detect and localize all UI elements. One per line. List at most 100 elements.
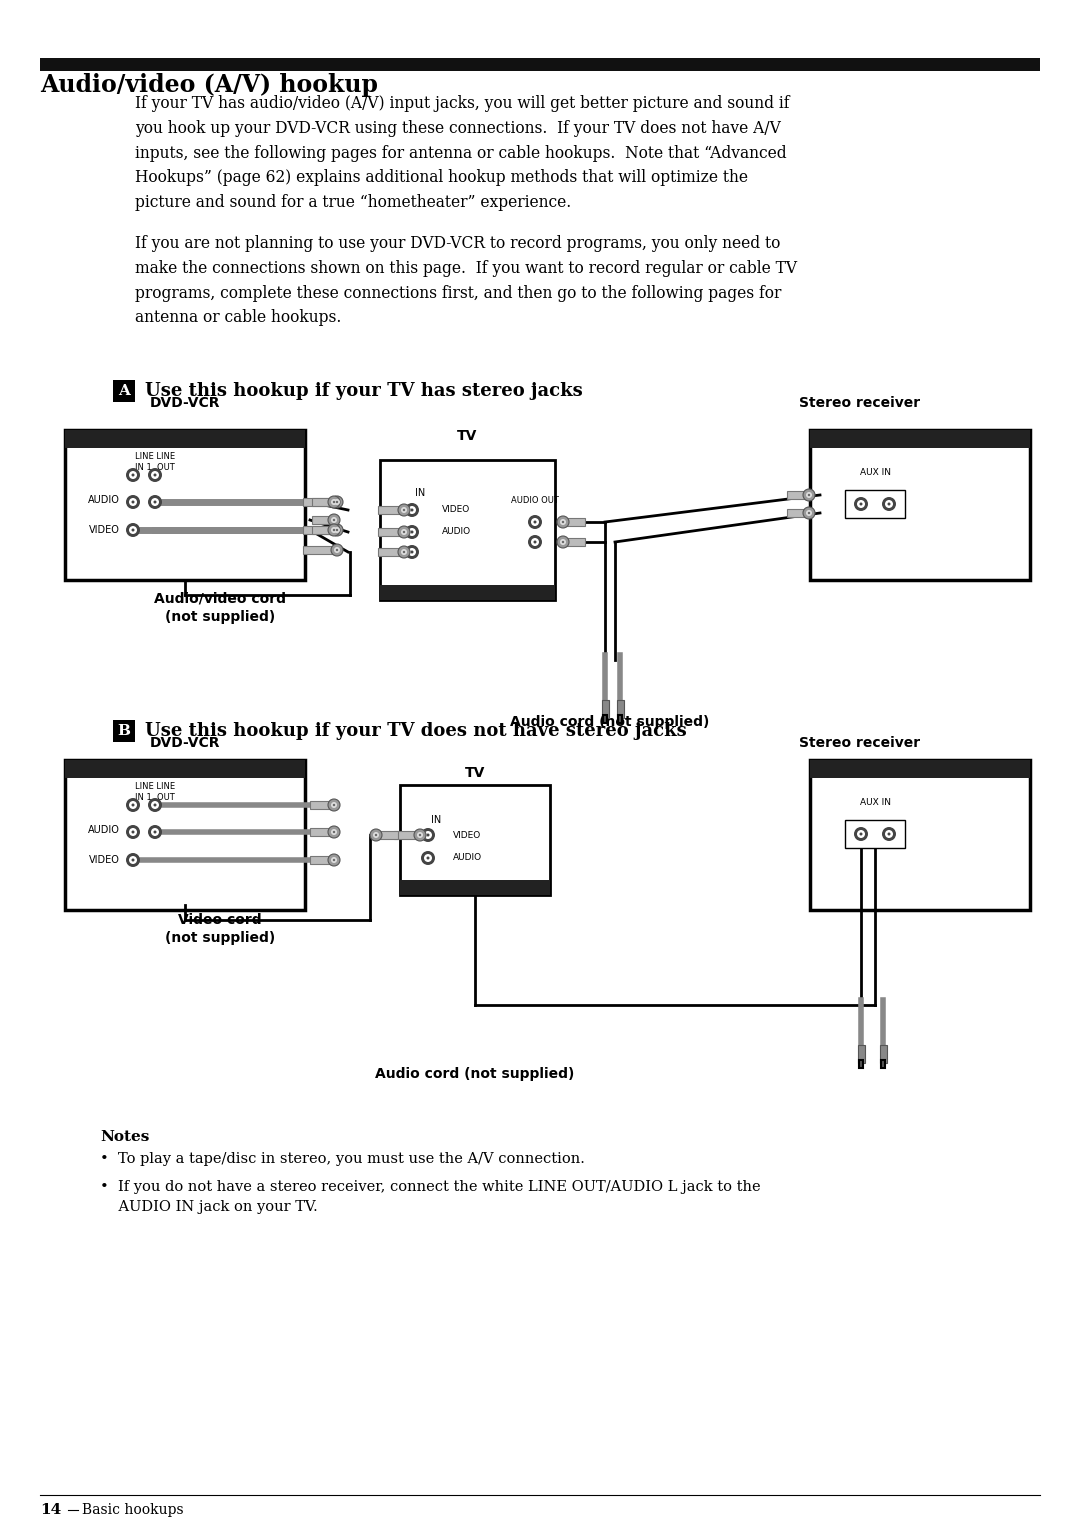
- Circle shape: [534, 520, 537, 523]
- Text: A: A: [118, 384, 130, 398]
- Bar: [113, 381, 135, 402]
- Bar: [65, 430, 305, 579]
- Circle shape: [330, 803, 337, 807]
- Circle shape: [333, 804, 335, 806]
- Text: Audio cord (not supplied): Audio cord (not supplied): [511, 716, 710, 729]
- Circle shape: [330, 544, 343, 557]
- Circle shape: [126, 798, 140, 812]
- Circle shape: [808, 512, 810, 514]
- Circle shape: [336, 549, 338, 550]
- Circle shape: [330, 498, 337, 505]
- Circle shape: [336, 502, 338, 503]
- Circle shape: [557, 515, 569, 528]
- Bar: [312, 498, 332, 506]
- Bar: [810, 430, 1030, 448]
- Bar: [810, 760, 1030, 910]
- Circle shape: [408, 528, 416, 537]
- Circle shape: [328, 826, 340, 838]
- Bar: [394, 830, 418, 839]
- Bar: [380, 460, 555, 599]
- Circle shape: [153, 830, 157, 833]
- Bar: [602, 700, 608, 719]
- Circle shape: [336, 529, 338, 531]
- Text: Notes: Notes: [100, 1130, 149, 1144]
- Bar: [312, 515, 332, 524]
- Bar: [65, 760, 305, 778]
- Circle shape: [129, 526, 137, 534]
- Circle shape: [330, 829, 337, 835]
- Circle shape: [148, 798, 162, 812]
- Circle shape: [129, 471, 137, 479]
- Circle shape: [403, 531, 405, 534]
- Circle shape: [408, 547, 416, 557]
- Circle shape: [328, 800, 340, 810]
- Circle shape: [860, 832, 863, 835]
- Text: Audio/video (A/V) hookup: Audio/video (A/V) hookup: [40, 73, 378, 96]
- Bar: [303, 526, 335, 534]
- Circle shape: [806, 492, 812, 498]
- Text: Audio/video cord
(not supplied): Audio/video cord (not supplied): [154, 592, 286, 624]
- Circle shape: [151, 829, 159, 836]
- Text: IN: IN: [431, 815, 441, 826]
- Bar: [858, 1044, 864, 1063]
- Circle shape: [129, 829, 137, 836]
- Circle shape: [804, 508, 815, 518]
- Circle shape: [330, 495, 343, 508]
- Circle shape: [151, 498, 159, 506]
- Circle shape: [334, 528, 340, 534]
- Bar: [400, 784, 550, 894]
- Text: AUDIO: AUDIO: [89, 495, 120, 505]
- Circle shape: [427, 856, 430, 859]
- Bar: [40, 58, 1040, 70]
- Circle shape: [330, 528, 337, 534]
- Circle shape: [534, 540, 537, 543]
- Circle shape: [405, 503, 419, 517]
- Circle shape: [153, 474, 157, 477]
- Circle shape: [405, 524, 419, 540]
- Text: VIDEO: VIDEO: [90, 855, 120, 865]
- Circle shape: [401, 549, 407, 555]
- Circle shape: [888, 503, 891, 506]
- Text: Stereo receiver: Stereo receiver: [799, 735, 920, 751]
- Bar: [378, 547, 402, 557]
- Text: VIDEO: VIDEO: [453, 830, 482, 839]
- Text: 14: 14: [40, 1503, 62, 1517]
- Text: AUDIO OUT: AUDIO OUT: [511, 495, 559, 505]
- Circle shape: [328, 855, 340, 865]
- Circle shape: [557, 537, 569, 547]
- Circle shape: [126, 495, 140, 509]
- Circle shape: [421, 852, 435, 865]
- Circle shape: [328, 524, 340, 537]
- Circle shape: [427, 833, 430, 836]
- Circle shape: [854, 497, 868, 511]
- Bar: [845, 489, 905, 518]
- Circle shape: [410, 509, 414, 512]
- Text: LINE LINE
IN 1  OUT: LINE LINE IN 1 OUT: [135, 453, 175, 472]
- Circle shape: [419, 833, 421, 836]
- Circle shape: [148, 468, 162, 482]
- Bar: [787, 509, 807, 517]
- Text: AUDIO: AUDIO: [453, 853, 482, 862]
- Text: If your TV has audio/video (A/V) input jacks, you will get better picture and so: If your TV has audio/video (A/V) input j…: [135, 95, 789, 211]
- Bar: [881, 1060, 885, 1067]
- Circle shape: [414, 829, 426, 841]
- Text: •  If you do not have a stereo receiver, connect the white LINE OUT/AUDIO L jack: • If you do not have a stereo receiver, …: [100, 1180, 760, 1214]
- Bar: [378, 506, 402, 514]
- Bar: [310, 856, 332, 864]
- Bar: [303, 546, 335, 553]
- Circle shape: [403, 550, 405, 553]
- Circle shape: [531, 538, 539, 546]
- Circle shape: [399, 526, 410, 538]
- Bar: [603, 716, 607, 723]
- Bar: [810, 760, 1030, 778]
- Circle shape: [132, 474, 135, 477]
- Text: •  To play a tape/disc in stereo, you must use the A/V connection.: • To play a tape/disc in stereo, you mus…: [100, 1151, 585, 1167]
- Circle shape: [424, 855, 432, 862]
- Circle shape: [333, 859, 335, 861]
- Circle shape: [531, 518, 539, 526]
- Bar: [312, 526, 332, 534]
- Circle shape: [153, 804, 157, 806]
- Circle shape: [132, 858, 135, 861]
- Circle shape: [854, 827, 868, 841]
- Bar: [618, 716, 622, 723]
